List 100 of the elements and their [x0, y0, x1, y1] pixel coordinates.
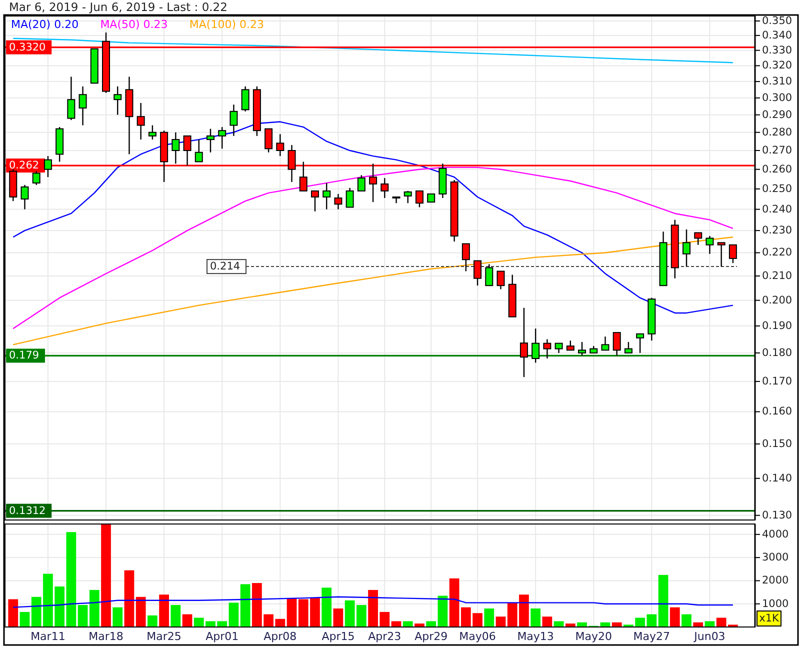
candlestick	[496, 270, 505, 290]
y-axis-title: x1K	[759, 612, 780, 624]
y-tick-label: 0.250	[762, 182, 792, 195]
bar	[344, 600, 355, 627]
x-tick-label: May27	[633, 630, 670, 643]
y-tick-label: 0.230	[762, 224, 792, 237]
line-series	[12, 596, 734, 608]
candlestick	[612, 332, 621, 356]
y-tick-label: 0.170	[762, 375, 792, 388]
candlestick	[636, 333, 644, 354]
bar	[496, 616, 506, 627]
x-tick-label: Apr29	[414, 630, 448, 643]
candlestick	[520, 307, 528, 378]
candlestick	[230, 104, 238, 137]
candlestick	[172, 132, 180, 164]
bar	[542, 616, 552, 627]
y-tick-label: 0.150	[762, 438, 792, 450]
candlestick	[728, 244, 737, 264]
ref-line-label: 0.179	[9, 350, 40, 362]
bar	[322, 588, 332, 627]
bar	[101, 524, 111, 627]
ref-line-label: 0.3320	[9, 41, 46, 54]
bar	[402, 621, 413, 627]
candlestick	[114, 86, 122, 116]
candlestick	[20, 184, 29, 210]
bar	[286, 598, 297, 627]
bar	[333, 608, 344, 627]
candlestick	[380, 177, 389, 199]
bar	[78, 605, 88, 627]
candlestick	[322, 182, 331, 210]
bar	[20, 612, 30, 627]
bar	[704, 621, 715, 627]
ref-line-label: 0.262	[9, 160, 40, 172]
bar	[356, 605, 366, 627]
y-tick-label: 1000	[762, 598, 789, 610]
bar	[228, 602, 239, 627]
y-tick-label: 0.180	[762, 346, 792, 359]
text: MA(20) 0.20	[11, 18, 79, 31]
bar	[240, 584, 250, 627]
y-tick-label: 0.240	[762, 203, 792, 216]
candlestick	[694, 232, 702, 246]
bar	[112, 607, 123, 627]
ref-line-label: 0.1312	[9, 504, 46, 517]
y-tick-label: 0.260	[762, 163, 792, 176]
y-tick-label: 0.270	[762, 144, 792, 157]
candlestick	[346, 187, 354, 208]
candlestick	[241, 86, 250, 112]
bar	[182, 614, 192, 627]
candlestick	[310, 190, 319, 212]
candlestick	[485, 264, 494, 286]
bar	[682, 614, 692, 627]
bar	[484, 608, 494, 627]
ref-line-label: 0.214	[210, 260, 240, 273]
bar	[136, 596, 146, 627]
text: MA(100) 0.23	[189, 18, 264, 31]
candlestick	[392, 196, 400, 204]
candlestick	[601, 336, 610, 351]
x-tick-label: May20	[575, 630, 612, 643]
candlestick	[543, 338, 552, 360]
candlestick	[474, 260, 482, 286]
x-tick-label: Apr08	[264, 630, 297, 643]
bar	[159, 594, 169, 627]
y-tick-label: 3000	[762, 552, 789, 564]
chart-title: Mar 6, 2019 - Jun 6, 2019 - Last : 0.22	[9, 0, 228, 14]
y-tick-label: 0.290	[762, 108, 792, 121]
bar	[89, 590, 100, 627]
y-tick-label: 0.340	[762, 29, 792, 42]
x-tick-label: Apr15	[322, 630, 355, 643]
bar	[148, 615, 158, 627]
candlestick	[706, 235, 714, 254]
candlestick	[404, 190, 412, 204]
candlestick	[415, 190, 424, 208]
bar	[8, 599, 18, 627]
candlestick	[532, 328, 540, 364]
y-tick-label: 0.210	[762, 270, 792, 282]
candlestick	[67, 76, 76, 121]
y-tick-label: 0.130	[762, 509, 792, 522]
bar	[426, 621, 436, 627]
text: MA(50) 0.23	[100, 18, 168, 31]
y-tick-label: 0.330	[762, 44, 792, 56]
x-tick-label: Mar18	[88, 630, 124, 643]
candlestick	[276, 134, 284, 157]
candlestick	[554, 342, 563, 354]
candlestick	[566, 340, 574, 351]
x-tick-label: Apr01	[206, 630, 239, 643]
candlestick	[578, 341, 586, 356]
y-tick-label: 0.220	[762, 246, 792, 259]
y-tick-label: 0.160	[762, 406, 792, 418]
x-tick-label: May13	[517, 630, 554, 643]
candlestick	[206, 128, 214, 153]
candlestick	[44, 155, 52, 178]
y-tick-label: 0.350	[762, 14, 792, 27]
bar	[438, 596, 448, 627]
y-tick-label: 0.310	[762, 76, 792, 88]
y-tick-label: 4000	[762, 528, 789, 540]
candlestick	[334, 193, 342, 210]
y-tick-label: 0.300	[762, 92, 792, 104]
x-tick-label: Apr23	[368, 630, 402, 643]
y-tick-label: 0.280	[762, 126, 792, 138]
bar	[530, 608, 541, 627]
